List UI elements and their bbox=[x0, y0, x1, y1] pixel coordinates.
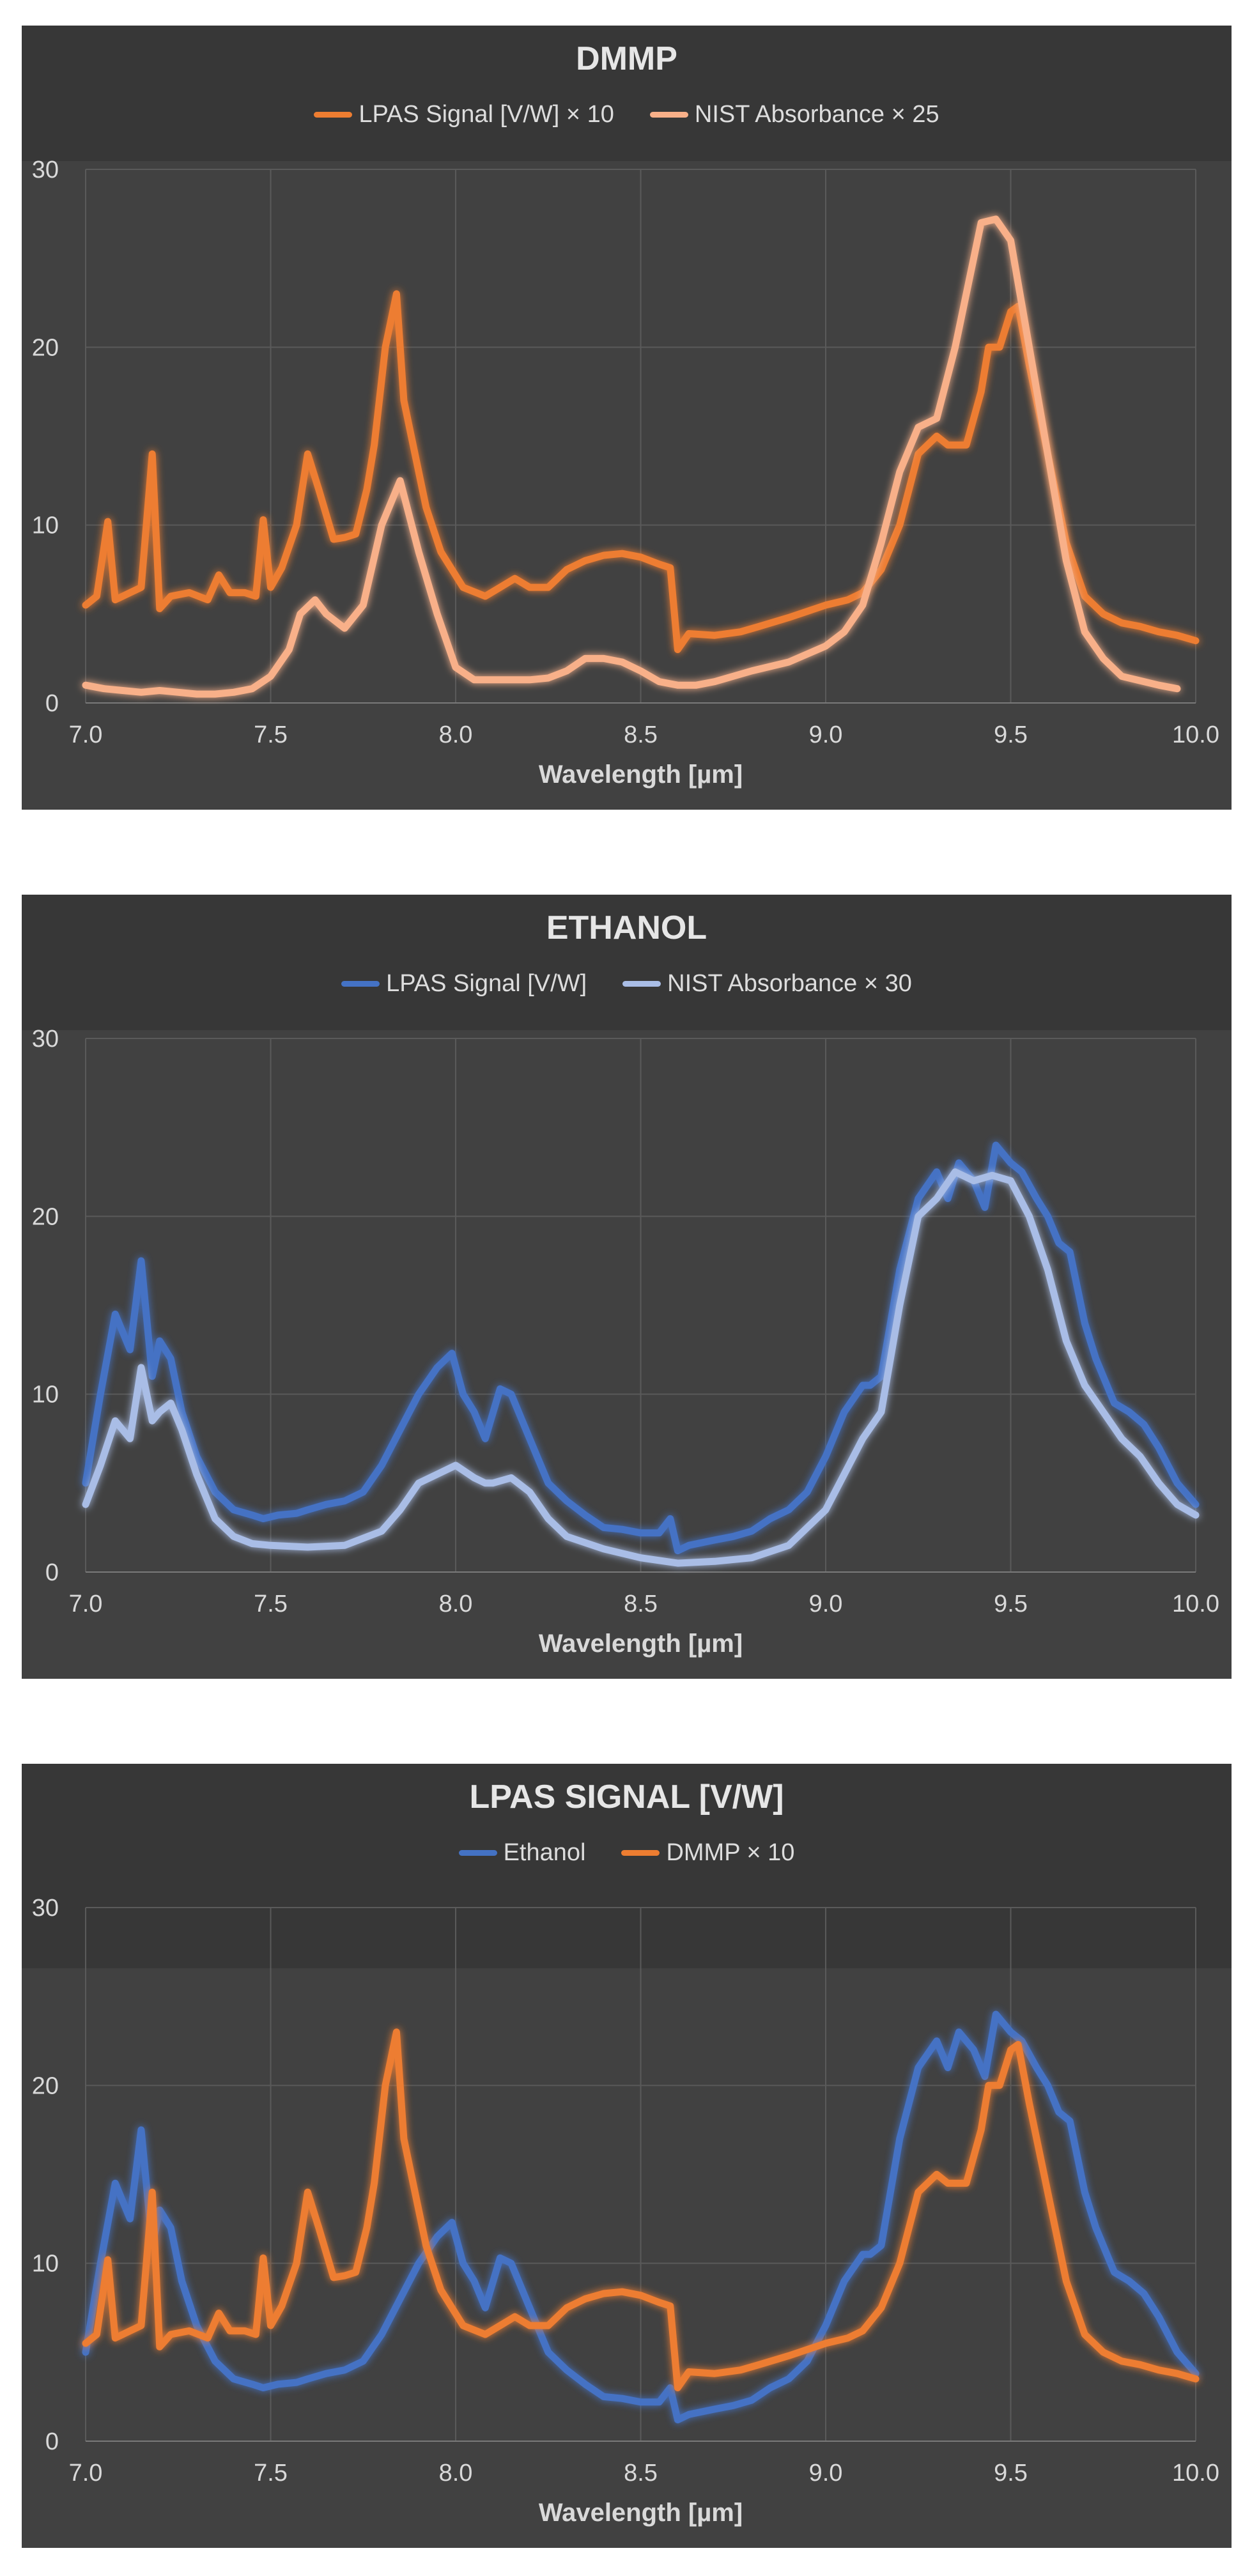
chart-title: ETHANOL bbox=[546, 909, 707, 946]
chart-header bbox=[22, 1764, 1232, 1968]
chart-legend: Ethanol DMMP × 10 bbox=[22, 1839, 1232, 1867]
y-tick-label: 20 bbox=[32, 2072, 59, 2099]
chart-plot: 7.0 7.5 8.0 8.5 9.0 9.5 10.0 0 10 20 30 Wavelength … bbox=[32, 157, 1219, 789]
legend-label: DMMP × 10 bbox=[666, 1839, 795, 1866]
x-tick-label: 7.0 bbox=[69, 2460, 103, 2487]
chart-title: LPAS SIGNAL [V/W] bbox=[469, 1778, 784, 1816]
series-line-1 bbox=[82, 290, 1200, 653]
legend-swatch bbox=[458, 1850, 497, 1856]
y-tick-label: 20 bbox=[32, 334, 59, 361]
x-tick-label: 10.0 bbox=[1172, 721, 1219, 748]
chart-header bbox=[22, 26, 1232, 161]
legend-swatch bbox=[621, 1850, 660, 1856]
y-tick-label: 10 bbox=[32, 2251, 59, 2278]
series-line-2 bbox=[82, 2028, 1200, 2391]
x-tick-label: 9.0 bbox=[809, 721, 843, 748]
x-tick-label: 8.0 bbox=[439, 721, 473, 748]
x-tick-label: 9.5 bbox=[994, 1591, 1028, 1617]
y-tick-label: 20 bbox=[32, 1203, 59, 1230]
legend-label: Ethanol bbox=[503, 1839, 586, 1866]
y-tick-label: 10 bbox=[32, 513, 59, 539]
x-tick-label: 8.0 bbox=[439, 2460, 473, 2487]
legend-item: LPAS Signal [V/W] bbox=[341, 970, 587, 998]
x-tick-label: 7.0 bbox=[69, 721, 103, 748]
y-tick-label: 0 bbox=[45, 1559, 59, 1586]
legend-label: LPAS Signal [V/W] bbox=[386, 970, 587, 997]
x-tick-label: 7.0 bbox=[69, 1591, 103, 1617]
x-tick-label: 8.5 bbox=[624, 721, 658, 748]
x-axis-label: Wavelength [µm] bbox=[539, 760, 743, 789]
chart-panel-dmmp: DMMP LPAS Signal [V/W] × 10 NIST Absorba… bbox=[22, 26, 1232, 810]
legend-item: DMMP × 10 bbox=[621, 1839, 794, 1867]
legend-swatch bbox=[622, 981, 661, 987]
legend-label: NIST Absorbance × 25 bbox=[694, 101, 939, 128]
legend-item: LPAS Signal [V/W] × 10 bbox=[314, 101, 614, 128]
legend-swatch bbox=[314, 112, 353, 118]
y-tick-label: 10 bbox=[32, 1382, 59, 1408]
x-tick-label: 8.0 bbox=[439, 1591, 473, 1617]
series-line-2 bbox=[82, 215, 1181, 698]
chart-header bbox=[22, 895, 1232, 1030]
x-tick-label: 7.5 bbox=[254, 1591, 288, 1617]
chart-panel-lpas-signal: LPAS SIGNAL [V/W] Ethanol DMMP × 10 7.0 7… bbox=[22, 1764, 1232, 2548]
x-tick-label: 9.0 bbox=[809, 2460, 843, 2487]
x-tick-label: 9.5 bbox=[994, 721, 1028, 748]
legend-swatch bbox=[649, 112, 688, 118]
legend-swatch bbox=[341, 981, 380, 987]
x-tick-label: 10.0 bbox=[1172, 2460, 1219, 2487]
x-axis-label: Wavelength [µm] bbox=[539, 1630, 743, 1658]
legend-item: NIST Absorbance × 30 bbox=[622, 970, 912, 998]
y-tick-label: 30 bbox=[32, 1895, 59, 1922]
y-tick-label: 30 bbox=[32, 157, 59, 183]
chart-legend: LPAS Signal [V/W] NIST Absorbance × 30 bbox=[22, 970, 1232, 998]
x-axis-label: Wavelength [µm] bbox=[539, 2499, 743, 2527]
chart-plot: 7.0 7.5 8.0 8.5 9.0 9.5 10.0 0 10 20 30 Wavelength … bbox=[32, 1895, 1219, 2527]
y-tick-label: 0 bbox=[45, 2428, 59, 2455]
series-line-2 bbox=[82, 1168, 1200, 1567]
x-tick-label: 8.5 bbox=[624, 1591, 658, 1617]
legend-label: LPAS Signal [V/W] × 10 bbox=[359, 101, 614, 128]
x-tick-label: 7.5 bbox=[254, 2460, 288, 2487]
series-line-1 bbox=[82, 2010, 1200, 2424]
legend-item: Ethanol bbox=[458, 1839, 586, 1867]
y-tick-label: 30 bbox=[32, 1026, 59, 1053]
chart-title: DMMP bbox=[576, 40, 677, 77]
x-tick-label: 9.0 bbox=[809, 1591, 843, 1617]
x-tick-label: 9.5 bbox=[994, 2460, 1028, 2487]
chart-panel-ethanol: ETHANOL LPAS Signal [V/W] NIST Absorbanc… bbox=[22, 895, 1232, 1679]
y-tick-label: 0 bbox=[45, 690, 59, 717]
legend-item: NIST Absorbance × 25 bbox=[649, 101, 939, 128]
chart-plot: 7.0 7.5 8.0 8.5 9.0 9.5 10.0 0 10 20 30 Wavelength … bbox=[32, 1026, 1219, 1658]
x-tick-label: 7.5 bbox=[254, 721, 288, 748]
legend-label: NIST Absorbance × 30 bbox=[667, 970, 912, 997]
series-line-1 bbox=[82, 1141, 1200, 1555]
x-tick-label: 10.0 bbox=[1172, 1591, 1219, 1617]
chart-legend: LPAS Signal [V/W] × 10 NIST Absorbance ×… bbox=[22, 101, 1232, 128]
x-tick-label: 8.5 bbox=[624, 2460, 658, 2487]
